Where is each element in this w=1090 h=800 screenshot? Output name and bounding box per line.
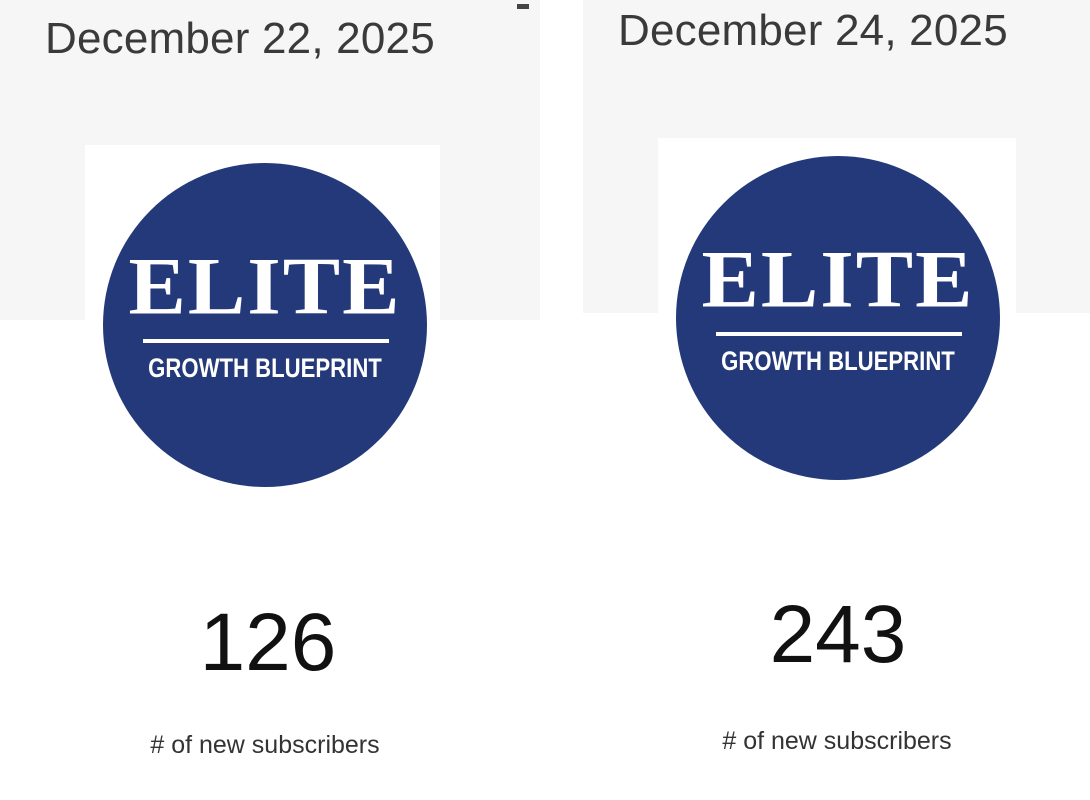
logo-subtitle: GROWTH BLUEPRINT <box>148 353 382 383</box>
subscriber-count: 126 <box>199 597 337 688</box>
logo-title: ELITE <box>128 240 402 332</box>
elite-logo: ELITE GROWTH BLUEPRINT <box>103 163 427 487</box>
logo-divider <box>716 332 962 336</box>
logo-divider <box>143 339 389 343</box>
logo-title: ELITE <box>701 233 975 325</box>
elite-logo: ELITE GROWTH BLUEPRINT <box>676 156 1000 480</box>
date-label: December 22, 2025 <box>45 14 435 63</box>
date-label: December 24, 2025 <box>618 6 1008 55</box>
subscriber-count: 243 <box>769 589 907 680</box>
subscriber-count-label: # of new subscribers <box>150 731 380 759</box>
cursor-marker <box>517 4 529 9</box>
subscriber-count-label: # of new subscribers <box>722 727 952 755</box>
logo-subtitle: GROWTH BLUEPRINT <box>721 346 955 376</box>
